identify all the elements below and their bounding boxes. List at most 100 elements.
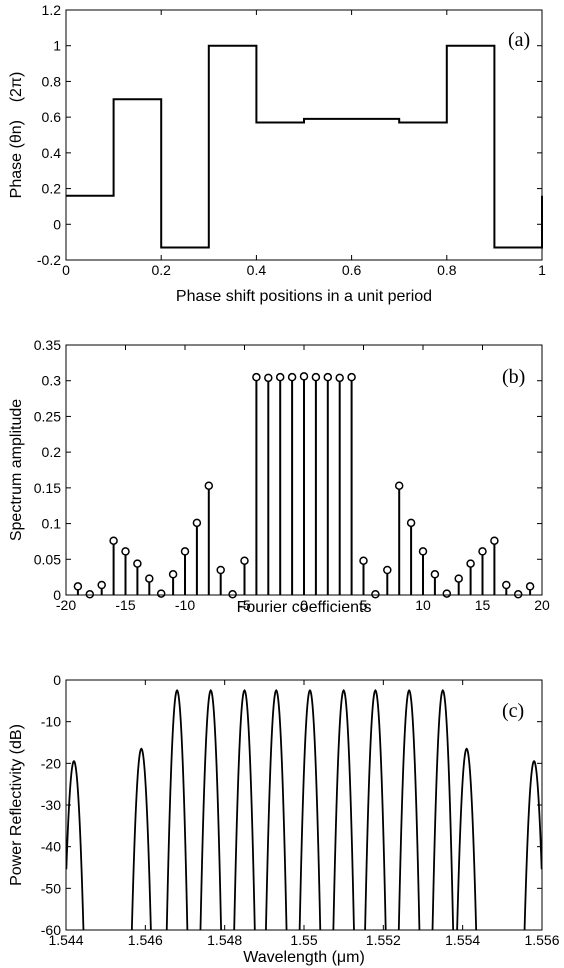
panel-b-y-tick-label: 0.1 — [42, 516, 62, 532]
panel-a-y-tick-label: 0.6 — [42, 109, 62, 125]
panel-c-x-tick-label: 1.556 — [524, 932, 559, 948]
panel-a-y-tick-label: 0.2 — [42, 181, 62, 197]
panel-b-stem-marker — [525, 582, 535, 591]
panel-b-stem-marker — [180, 547, 190, 556]
panel-b-stem-marker — [275, 372, 285, 382]
panel-b-y-tick-label: 0.35 — [34, 337, 61, 353]
panel-a-series — [66, 44, 543, 249]
panel-c-peak — [431, 689, 455, 931]
panel-b-stem-marker — [168, 570, 178, 579]
panel-b-stem-marker — [97, 580, 106, 590]
panel-b-spectrum-chart: -20 -15 -10 -5 0 5 10 15 20 0 0.05 0.1 0.15 0.2 0.25 0.… — [8, 337, 550, 616]
panel-b-x-tick-label: 10 — [415, 597, 431, 613]
panel-b-stem-marker — [311, 372, 321, 382]
panel-a-x-tick-label: 0.4 — [247, 262, 267, 278]
panel-b-stem-marker — [406, 518, 416, 528]
panel-a-x-axis-label: Phase shift positions in a unit period — [176, 288, 432, 305]
panel-a-step-line — [66, 44, 543, 249]
panel-b-x-tick-label: -10 — [175, 597, 195, 613]
panel-b-stem-marker — [156, 589, 166, 598]
panel-c-peak — [523, 760, 543, 931]
panel-b-stem-marker — [192, 518, 202, 528]
panel-c-peak — [265, 689, 288, 931]
panel-b-stem-marker — [466, 559, 475, 568]
panel-b-stem-marker — [513, 590, 523, 599]
panel-c-x-tick-label: 1.55 — [290, 932, 317, 948]
panel-c-x-tick-label: 1.544 — [48, 932, 83, 948]
panel-b-stem-marker — [323, 372, 333, 382]
panel-c-ticks: 1.544 1.546 1.548 1.55 1.552 1.554 1.556 -60 -50… — [41, 672, 560, 948]
panel-c-y-tick-label: -50 — [41, 880, 61, 896]
panel-b-x-tick-label: 0 — [300, 597, 308, 613]
panel-b-stem-marker — [430, 570, 440, 579]
panel-b-stem-marker — [454, 574, 463, 583]
panel-c-peak — [332, 689, 355, 931]
panel-b-y-tick-label: 0.15 — [34, 480, 61, 496]
panel-b-stem-marker — [299, 372, 309, 381]
panel-b-y-tick-label: 0.2 — [42, 444, 62, 460]
panel-b-stem-marker — [478, 547, 487, 556]
panel-b-stem-marker — [287, 372, 297, 382]
panel-b-stem-marker — [109, 536, 118, 545]
panel-a-x-tick-label: 0.8 — [437, 262, 457, 278]
panel-a-y-tick-label: 0 — [53, 216, 61, 232]
panel-c-x-axis-label: Wavelength (μm) — [243, 949, 365, 966]
panel-a-y-axis-label: Phase (θn) (2π) — [8, 72, 25, 199]
panel-c-y-tick-label: -60 — [41, 922, 61, 938]
panel-b-label: (b) — [502, 366, 525, 388]
panel-a-x-tick-label: 0.6 — [342, 262, 362, 278]
panel-b-x-axis-label: Fourier coefficients — [237, 599, 372, 616]
panel-c-peak — [199, 689, 222, 931]
panel-a-label: (a) — [508, 29, 530, 51]
panel-c-peak — [233, 689, 256, 931]
panel-b-stem-marker — [216, 565, 225, 575]
panel-b-stems — [73, 372, 535, 599]
panel-c-peak — [298, 689, 322, 931]
panel-b-x-tick-label: 5 — [360, 597, 368, 613]
panel-b-x-tick-label: -15 — [115, 597, 135, 613]
panel-c-peak — [456, 747, 478, 931]
panel-b-x-tick-label: 15 — [475, 597, 491, 613]
panel-b-y-tick-label: 0 — [53, 587, 61, 603]
panel-b-ticks: -20 -15 -10 -5 0 5 10 15 20 0 0.05 0.1 0.15 0.2 0.25 0.… — [34, 337, 550, 613]
panel-a-y-tick-label: -0.2 — [37, 252, 61, 268]
panel-c-series — [65, 689, 543, 931]
panel-b-stem-marker — [204, 481, 214, 490]
panel-c-reflectivity-chart: 1.544 1.546 1.548 1.55 1.552 1.554 1.556 -60 -50… — [8, 672, 560, 966]
panel-c-x-tick-label: 1.548 — [207, 932, 242, 948]
panel-c-y-tick-label: -30 — [41, 797, 61, 813]
panel-b-stem-marker — [264, 373, 273, 383]
panel-a-frame — [65, 9, 543, 261]
panel-b-stem-marker — [502, 580, 511, 590]
panel-b-x-tick-label: -5 — [238, 597, 251, 613]
panel-c-peak — [397, 689, 421, 931]
panel-c-y-tick-label: 0 — [53, 672, 61, 688]
panel-a-y-tick-label: 1.2 — [42, 2, 62, 18]
panel-a-x-tick-label: 1 — [538, 262, 546, 278]
panel-c-x-tick-label: 1.546 — [128, 932, 163, 948]
panel-a-y-tick-label: 0.4 — [42, 145, 62, 161]
panel-a-y-tick-label: 1 — [53, 38, 61, 54]
panel-b-stem-marker — [85, 590, 95, 599]
panel-b-stem-marker — [359, 556, 368, 565]
panel-c-x-tick-label: 1.554 — [445, 932, 480, 948]
panel-c-peak — [130, 747, 152, 931]
panel-b-stem-marker — [335, 373, 344, 383]
panel-a-phase-chart: 0 0.2 0.4 0.6 0.8 1-0.200.20.40.60.811.2 (a) … — [8, 2, 546, 305]
panel-c-label: (c) — [502, 700, 524, 722]
panel-b-stem-marker — [73, 582, 83, 591]
panel-c-y-tick-label: -20 — [41, 755, 61, 771]
panel-b-stem-marker — [121, 547, 130, 556]
panel-b-stem-marker — [383, 565, 392, 575]
panel-a-ticks: 0 0.2 0.4 0.6 0.8 1-0.200.20.40.60.811.2 — [37, 2, 546, 278]
panel-a-x-tick-label: 0 — [62, 262, 70, 278]
panel-b-y-tick-label: 0.25 — [34, 408, 61, 424]
panel-b-stem-marker — [371, 590, 380, 599]
panel-b-stem-marker — [490, 536, 499, 545]
panel-a-y-tick-label: 0.8 — [42, 73, 62, 89]
panel-b-stem-marker — [394, 481, 404, 490]
panel-c-y-tick-label: -40 — [41, 839, 61, 855]
panel-b-x-tick-label: 20 — [534, 597, 550, 613]
panel-c-x-tick-label: 1.552 — [366, 932, 401, 948]
